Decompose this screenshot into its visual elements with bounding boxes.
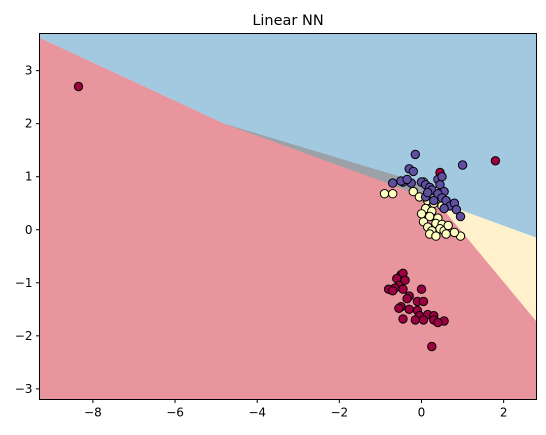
point-class-0 [490,156,501,166]
point-class-0 [398,314,408,324]
point-class-0 [433,317,443,328]
point-class-1 [449,227,460,238]
y-tick-label: 3 [25,64,33,78]
point-class-2 [455,211,466,222]
point-class-2 [423,187,433,198]
x-tick-label: −6 [166,406,184,420]
point-class-1 [441,229,451,239]
y-tick-label: −3 [15,382,33,396]
y-axis: −3 −2 −1 0 1 2 3 [15,64,40,396]
point-class-2 [437,172,447,182]
point-class-2 [457,160,468,170]
point-class-0 [427,341,437,352]
y-tick-label: −1 [15,276,33,290]
point-class-0 [404,304,414,314]
point-class-2 [410,149,420,160]
scatter-points [73,81,501,352]
point-class-2 [439,203,449,214]
point-class-2 [408,166,418,177]
chart-title: Linear NN [252,13,323,29]
x-tick-label: −4 [248,406,266,420]
point-class-0 [410,315,420,325]
x-tick-label: 2 [500,406,508,420]
point-class-2 [451,204,462,215]
point-class-0 [394,303,404,313]
y-tick-label: 1 [25,170,33,184]
point-class-1 [431,231,441,241]
point-class-0 [400,275,410,285]
point-class-1 [416,209,427,219]
x-tick-label: −8 [84,406,102,420]
point-class-1 [408,186,418,197]
point-class-2 [402,174,412,185]
point-class-1 [379,189,390,199]
point-class-1 [443,220,453,231]
region-class-1 [224,123,537,322]
y-tick-label: −2 [15,329,33,343]
x-axis: −8 −6 −4 −2 0 2 [84,399,508,420]
plot-frame [39,33,537,400]
point-class-2 [429,195,439,206]
x-tick-label: −2 [330,406,348,420]
point-class-0 [73,81,84,92]
point-class-0 [418,315,429,325]
point-class-2 [388,178,398,188]
point-class-0 [418,296,429,307]
point-class-0 [398,284,408,294]
y-tick-label: 2 [25,117,33,131]
point-class-0 [402,294,412,304]
y-tick-label: 0 [25,223,33,237]
point-class-1 [388,189,398,199]
point-class-0 [416,284,427,294]
x-tick-label: 0 [418,406,426,420]
point-class-0 [388,286,398,296]
